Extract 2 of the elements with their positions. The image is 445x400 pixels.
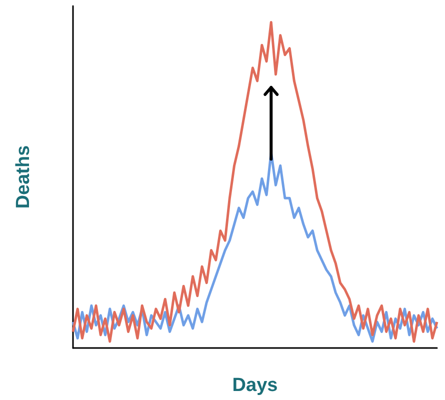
y-axis-title: Deaths [13, 145, 34, 209]
x-axis-title: Days [232, 375, 278, 396]
